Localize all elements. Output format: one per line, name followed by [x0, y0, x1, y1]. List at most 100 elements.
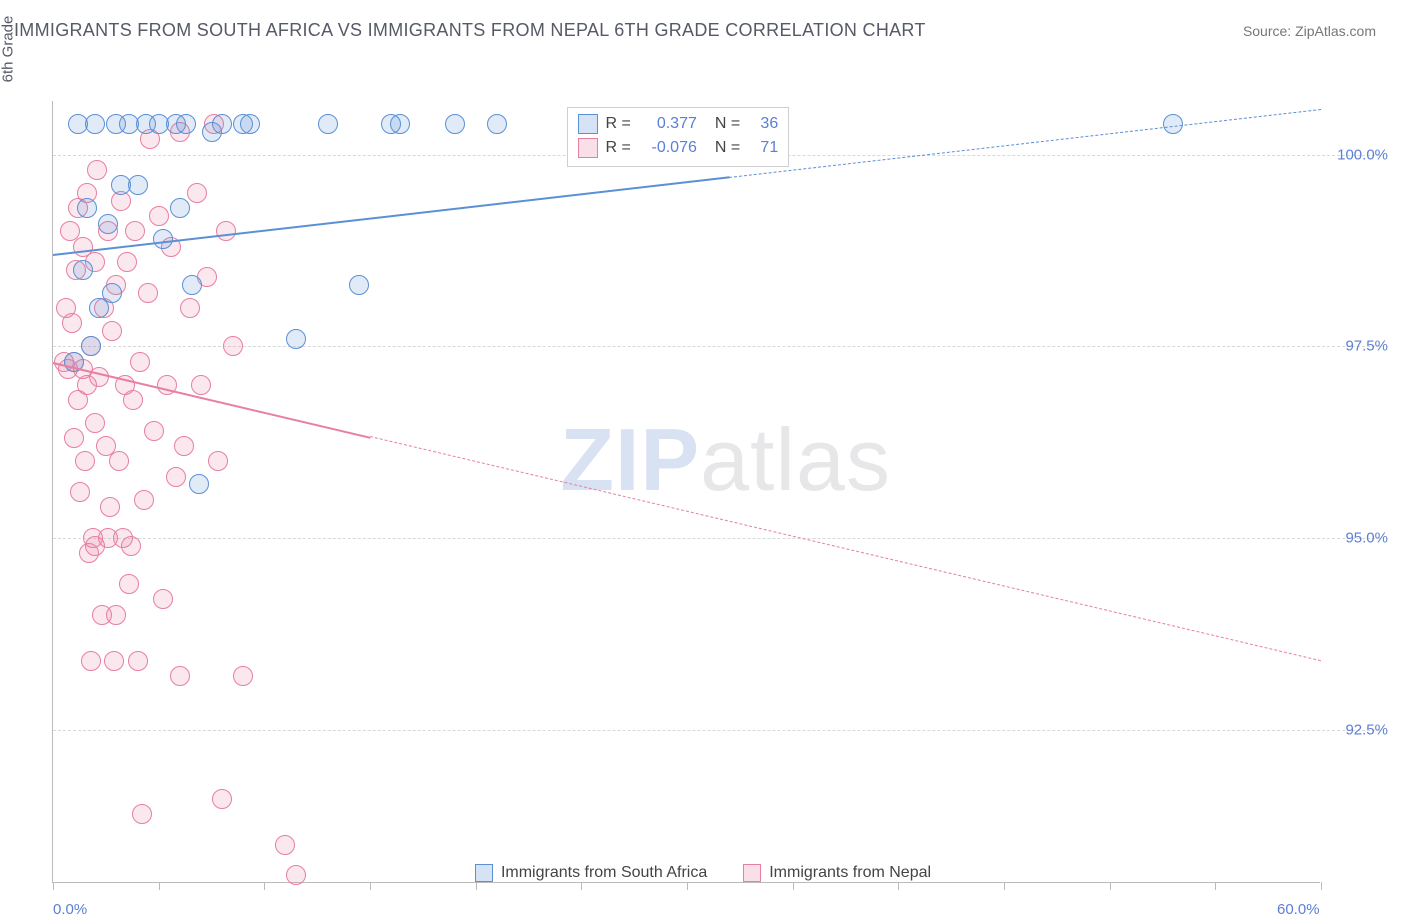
data-point [182, 275, 202, 295]
data-point [128, 651, 148, 671]
x-tick [1004, 882, 1005, 890]
legend-r-value: -0.076 [639, 136, 697, 160]
series-name: Immigrants from Nepal [769, 864, 931, 882]
data-point [189, 474, 209, 494]
legend-n-value: 71 [748, 136, 778, 160]
legend-n-label: N = [715, 112, 740, 136]
data-point [138, 283, 158, 303]
y-axis-label: 6th Grade [0, 16, 17, 83]
data-point [117, 252, 137, 272]
data-point [240, 114, 260, 134]
data-point [73, 260, 93, 280]
legend-row: R = 0.377 N = 36 [578, 112, 779, 136]
data-point [445, 114, 465, 134]
x-tick [159, 882, 160, 890]
source-label: Source: ZipAtlas.com [1243, 23, 1376, 39]
data-point [109, 451, 129, 471]
data-point [100, 497, 120, 517]
trend-line [370, 436, 1321, 661]
data-point [134, 490, 154, 510]
data-point [170, 198, 190, 218]
data-point [187, 183, 207, 203]
data-point [275, 835, 295, 855]
chart-title: IMMIGRANTS FROM SOUTH AFRICA VS IMMIGRAN… [14, 20, 926, 41]
correlation-legend: R = 0.377 N = 36 R = -0.076 N = 71 [567, 107, 790, 167]
legend-r-value: 0.377 [639, 112, 697, 136]
data-point [104, 651, 124, 671]
x-tick [476, 882, 477, 890]
bottom-legend-item: Immigrants from South Africa [475, 864, 707, 882]
x-tick-label: 60.0% [1277, 901, 1320, 918]
legend-swatch [743, 864, 761, 882]
data-point [125, 221, 145, 241]
data-point [87, 160, 107, 180]
data-point [89, 367, 109, 387]
data-point [62, 313, 82, 333]
data-point [390, 114, 410, 134]
data-point [176, 114, 196, 134]
data-point [223, 336, 243, 356]
legend-r-label: R = [606, 112, 631, 136]
watermark: ZIPatlas [560, 409, 891, 511]
data-point [212, 789, 232, 809]
x-tick [898, 882, 899, 890]
data-point [144, 421, 164, 441]
legend-r-label: R = [606, 136, 631, 160]
x-tick [581, 882, 582, 890]
data-point [75, 451, 95, 471]
legend-swatch [475, 864, 493, 882]
data-point [153, 589, 173, 609]
legend-row: R = -0.076 N = 71 [578, 136, 779, 160]
x-tick [1110, 882, 1111, 890]
data-point [286, 329, 306, 349]
data-point [119, 574, 139, 594]
data-point [98, 214, 118, 234]
data-point [208, 451, 228, 471]
y-tick-label: 100.0% [1328, 146, 1388, 163]
data-point [98, 528, 118, 548]
bottom-legend: Immigrants from South Africa Immigrants f… [0, 864, 1406, 882]
data-point [81, 336, 101, 356]
x-tick [793, 882, 794, 890]
legend-swatch [578, 114, 598, 134]
data-point [106, 605, 126, 625]
data-point [102, 283, 122, 303]
x-tick [1215, 882, 1216, 890]
x-tick [264, 882, 265, 890]
data-point [132, 804, 152, 824]
data-point [128, 175, 148, 195]
bottom-legend-item: Immigrants from Nepal [743, 864, 931, 882]
y-tick-label: 92.5% [1328, 721, 1388, 738]
x-tick [53, 882, 54, 890]
data-point [349, 275, 369, 295]
legend-n-value: 36 [748, 112, 778, 136]
plot-area: 92.5%95.0%97.5%100.0%0.0%60.0%ZIPatlasR … [52, 101, 1320, 883]
data-point [180, 298, 200, 318]
data-point [191, 375, 211, 395]
data-point [212, 114, 232, 134]
data-point [487, 114, 507, 134]
data-point [102, 321, 122, 341]
data-point [70, 482, 90, 502]
data-point [149, 206, 169, 226]
data-point [130, 352, 150, 372]
gridline [53, 538, 1380, 539]
data-point [77, 198, 97, 218]
legend-n-label: N = [715, 136, 740, 160]
data-point [318, 114, 338, 134]
x-tick [1321, 882, 1322, 890]
data-point [121, 536, 141, 556]
data-point [216, 221, 236, 241]
data-point [123, 390, 143, 410]
data-point [81, 651, 101, 671]
data-point [166, 467, 186, 487]
y-tick-label: 95.0% [1328, 530, 1388, 547]
data-point [233, 666, 253, 686]
x-tick [370, 882, 371, 890]
x-tick-label: 0.0% [53, 901, 87, 918]
data-point [85, 413, 105, 433]
legend-swatch [578, 138, 598, 158]
data-point [153, 229, 173, 249]
y-tick-label: 97.5% [1328, 338, 1388, 355]
gridline [53, 730, 1380, 731]
